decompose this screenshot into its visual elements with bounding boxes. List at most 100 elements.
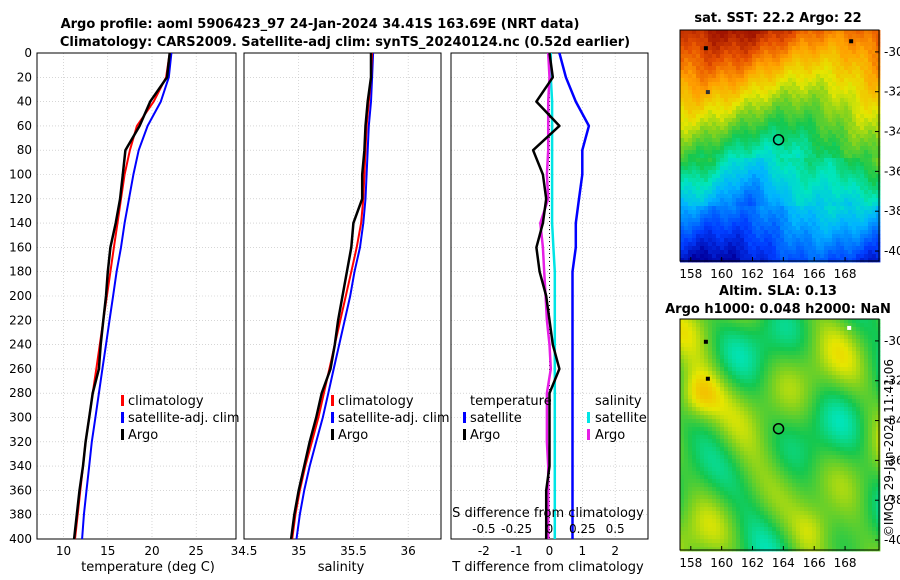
heatmap-cell	[764, 118, 769, 123]
heatmap-cell	[868, 371, 873, 376]
heatmap-cell	[872, 355, 877, 360]
heatmap-cell	[808, 375, 813, 380]
heatmap-cell	[792, 150, 797, 155]
heatmap-cell	[732, 339, 737, 344]
heatmap-cell	[760, 399, 765, 404]
heatmap-cell	[748, 403, 753, 408]
heatmap-cell	[732, 206, 737, 211]
heatmap-cell	[712, 174, 717, 179]
sst-map-panel: 158 160 162 164 166 168-30-32-34-36-38-40	[679, 29, 900, 281]
heatmap-cell	[856, 407, 861, 412]
heatmap-cell	[796, 110, 801, 115]
legend-swatch	[463, 412, 466, 423]
heatmap-cell	[792, 415, 797, 420]
heatmap-cell	[684, 355, 689, 360]
heatmap-cell	[820, 46, 825, 51]
heatmap-cell	[688, 58, 693, 63]
heatmap-cell	[824, 234, 829, 239]
heatmap-cell	[860, 411, 865, 416]
heatmap-cell	[740, 415, 745, 420]
heatmap-cell	[856, 391, 861, 396]
heatmap-cell	[856, 222, 861, 227]
heatmap-cell	[824, 455, 829, 460]
heatmap-cell	[740, 74, 745, 79]
heatmap-cell	[716, 158, 721, 163]
heatmap-cell	[716, 351, 721, 356]
heatmap-cell	[804, 367, 809, 372]
heatmap-cell	[800, 78, 805, 83]
heatmap-cell	[848, 419, 853, 424]
heatmap-cell	[844, 375, 849, 380]
heatmap-cell	[692, 142, 697, 147]
heatmap-cell	[836, 319, 841, 324]
heatmap-cell	[712, 451, 717, 456]
heatmap-cell	[872, 347, 877, 352]
heatmap-cell	[832, 379, 837, 384]
heatmap-cell	[752, 122, 757, 127]
heatmap-cell	[740, 395, 745, 400]
y-tick-label: 100	[9, 168, 32, 182]
heatmap-cell	[732, 467, 737, 472]
heatmap-cell	[720, 222, 725, 227]
heatmap-cell	[780, 186, 785, 191]
heatmap-cell	[728, 50, 733, 55]
heatmap-cell	[684, 182, 689, 187]
heatmap-cell	[860, 106, 865, 111]
heatmap-cell	[816, 170, 821, 175]
heatmap-cell	[752, 190, 757, 195]
heatmap-cell	[764, 34, 769, 39]
heatmap-cell	[860, 110, 865, 115]
heatmap-cell	[840, 230, 845, 235]
heatmap-cell	[832, 122, 837, 127]
heatmap-cell	[876, 391, 881, 396]
heatmap-cell	[728, 226, 733, 231]
heatmap-cell	[708, 447, 713, 452]
heatmap-cell	[792, 110, 797, 115]
heatmap-cell	[804, 431, 809, 436]
heatmap-cell	[688, 146, 693, 151]
heatmap-cell	[680, 162, 685, 167]
heatmap-cell	[864, 154, 869, 159]
heatmap-cell	[712, 138, 717, 143]
heatmap-cell	[848, 423, 853, 428]
heatmap-cell	[848, 58, 853, 63]
heatmap-cell	[708, 50, 713, 55]
heatmap-cell	[752, 471, 757, 476]
heatmap-cell	[824, 355, 829, 360]
heatmap-cell	[776, 190, 781, 195]
heatmap-cell	[712, 258, 717, 263]
heatmap-cell	[856, 435, 861, 440]
heatmap-cell	[800, 351, 805, 356]
heatmap-cell	[768, 130, 773, 135]
heatmap-cell	[704, 74, 709, 79]
heatmap-cell	[872, 427, 877, 432]
legend-swatch	[121, 412, 124, 423]
heatmap-cell	[788, 443, 793, 448]
heatmap-cell	[856, 166, 861, 171]
heatmap-cell	[844, 126, 849, 131]
heatmap-cell	[700, 174, 705, 179]
heatmap-cell	[836, 94, 841, 99]
heatmap-cell	[776, 110, 781, 115]
heatmap-cell	[856, 74, 861, 79]
heatmap-cell	[840, 202, 845, 207]
heatmap-cell	[680, 74, 685, 79]
heatmap-cell	[768, 431, 773, 436]
heatmap-cell	[696, 146, 701, 151]
heatmap-cell	[728, 170, 733, 175]
heatmap-cell	[760, 54, 765, 59]
heatmap-cell	[780, 367, 785, 372]
heatmap-cell	[860, 58, 865, 63]
heatmap-cell	[692, 347, 697, 352]
heatmap-cell	[720, 246, 725, 251]
heatmap-cell	[740, 58, 745, 63]
heatmap-cell	[868, 335, 873, 340]
heatmap-cell	[684, 379, 689, 384]
heatmap-cell	[812, 170, 817, 175]
heatmap-cell	[704, 359, 709, 364]
heatmap-cell	[856, 38, 861, 43]
heatmap-cell	[684, 118, 689, 123]
x-tick-label: -2	[478, 544, 490, 558]
heatmap-cell	[812, 54, 817, 59]
heatmap-cell	[828, 355, 833, 360]
